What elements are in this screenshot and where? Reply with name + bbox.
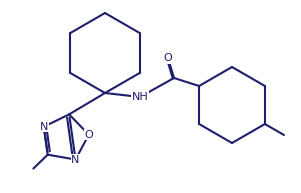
Text: N: N: [71, 155, 80, 165]
Text: O: O: [84, 130, 93, 140]
Text: NH: NH: [132, 92, 148, 102]
Text: O: O: [164, 53, 172, 63]
Text: N: N: [40, 122, 48, 132]
